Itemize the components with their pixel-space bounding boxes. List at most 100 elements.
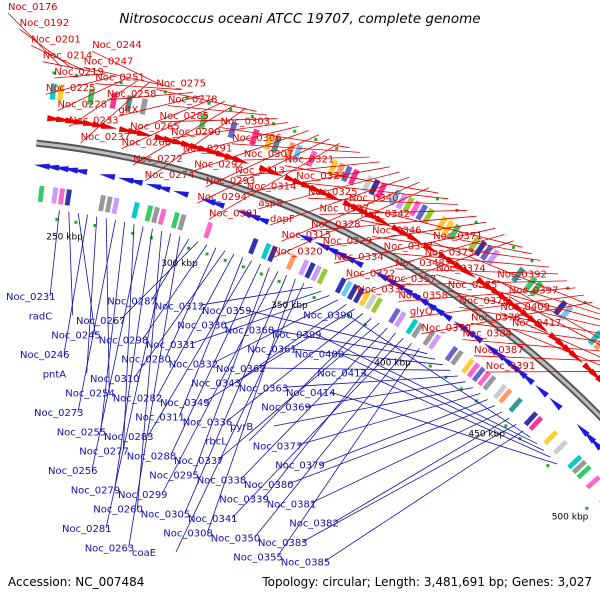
reverse-leader-line: [105, 233, 172, 529]
forward-leader-line: [319, 209, 468, 215]
rna-feature-mark: [436, 197, 439, 201]
reverse-gene-label: Noc_0413: [317, 369, 367, 380]
reverse-leader-line: [49, 210, 60, 297]
category-block-inner: [144, 205, 154, 222]
forward-leader-line: [357, 240, 514, 297]
reverse-gene-arrow: [589, 437, 600, 451]
category-block-outer: [57, 84, 65, 101]
forward-gene-label: Noc_0324: [296, 171, 346, 182]
category-block-inner: [405, 318, 419, 335]
reverse-gene-arrow: [549, 397, 563, 411]
category-block-inner: [304, 262, 316, 279]
reverse-leader-line: [133, 250, 226, 379]
reverse-gene-label: Noc_0255: [57, 427, 107, 438]
backbone-ring-inner: [36, 141, 600, 419]
reverse-leader-line: [245, 309, 428, 355]
category-block-inner: [98, 194, 106, 212]
forward-gene-arrow: [374, 215, 391, 227]
category-block-outer: [109, 92, 118, 109]
reverse-gene-label: Noc_0355: [233, 553, 283, 564]
reverse-leader-line: [189, 295, 330, 345]
forward-leader-line: [54, 73, 106, 79]
reverse-leader-line: [161, 271, 279, 495]
forward-leader-line: [432, 241, 600, 310]
map-title: Nitrosococcus oceani ATCC 19707, complet…: [119, 11, 480, 27]
reverse-gene-label: Noc_0246: [20, 350, 70, 361]
forward-leader-line: [436, 274, 600, 320]
category-block-inner: [260, 242, 272, 260]
rna-feature-mark: [444, 375, 448, 379]
reverse-leader-line: [192, 267, 270, 475]
reverse-gene-label: Noc_0311: [135, 413, 185, 424]
topology-label: Topology: circular; Length: 3,481,691 bp…: [261, 575, 592, 589]
category-block-outer: [587, 330, 600, 346]
reverse-gene-arrow: [99, 174, 116, 181]
reverse-leader-line: [310, 411, 503, 504]
forward-gene-label: Noc_0322: [346, 268, 396, 279]
kbp-tick-label: 500 kbp: [552, 513, 589, 523]
forward-gene-arrow: [422, 242, 439, 254]
rna-feature-mark: [185, 95, 189, 99]
forward-gene-label: Noc_0370: [422, 323, 472, 334]
rna-feature-mark: [52, 71, 56, 75]
reverse-gene-label: Noc_0263: [85, 543, 135, 554]
category-block-inner: [553, 439, 568, 455]
reverse-gene-arrow: [154, 186, 171, 193]
category-block-outer: [422, 207, 435, 225]
reverse-gene-label: Noc_0350: [211, 533, 261, 544]
reverse-gene-label: Noc_0330: [177, 321, 227, 332]
reverse-leader-line: [156, 253, 235, 398]
feature-rings: [34, 71, 600, 510]
reverse-gene-label: Noc_0260: [93, 505, 143, 516]
forward-leader-line: [383, 252, 550, 268]
reverse-leader-line: [77, 213, 96, 335]
category-block-inner: [471, 366, 486, 383]
category-block-outer: [375, 182, 388, 199]
reverse-gene-arrow: [373, 271, 389, 282]
forward-gene-label: Noc_0301: [209, 208, 259, 219]
forward-gene-label: Noc_0334: [334, 252, 384, 263]
reverse-leader-line: [206, 278, 296, 533]
category-block-outer: [368, 178, 381, 196]
forward-gene-label: Noc_0315: [282, 230, 332, 241]
reverse-gene-label: Noc_0245: [51, 331, 101, 342]
rna-feature-mark: [293, 129, 297, 133]
forward-leader-line: [322, 221, 487, 248]
rna-feature-mark: [163, 90, 167, 94]
category-block-inner: [157, 208, 167, 226]
forward-gene-label: Noc_0328: [311, 220, 361, 231]
rna-feature-mark: [504, 424, 508, 428]
forward-gene-label: Noc_0392: [497, 269, 547, 280]
forward-gene-label: Noc_0325: [308, 187, 358, 198]
forward-gene-arrow: [100, 122, 118, 129]
reverse-gene-label: Noc_0332: [169, 359, 219, 370]
forward-gene-label: Noc_0275: [156, 78, 206, 89]
category-block-outer: [593, 339, 600, 351]
reverse-leader-line: [296, 393, 481, 446]
forward-gene-label: Noc_0266: [122, 138, 172, 149]
forward-gene-label: Noc_0228: [58, 100, 108, 111]
reverse-gene-arrow: [381, 275, 397, 287]
category-block-inner: [310, 265, 322, 282]
reverse-leader-line: [268, 328, 436, 360]
forward-gene-label: Noc_0374: [436, 264, 486, 275]
forward-leader-line: [424, 257, 600, 315]
forward-gene-label: Noc_0214: [43, 51, 93, 62]
category-block-outer: [415, 204, 429, 221]
forward-leader-line: [106, 92, 193, 101]
reverse-gene-arrow: [331, 249, 348, 260]
forward-gene-label: Noc_0274: [145, 170, 195, 181]
forward-leader-line: [470, 322, 600, 342]
forward-gene-label: Noc_0290: [171, 127, 221, 138]
reverse-leader-line: [122, 224, 135, 451]
category-block-inner: [498, 388, 513, 404]
forward-leader-line: [485, 371, 600, 373]
reverse-leader-line: [170, 263, 261, 456]
reverse-gene-label: Noc_0283: [104, 432, 154, 443]
reverse-gene-label: Noc_0336: [183, 417, 233, 428]
forward-gene-label: Noc_0272: [133, 154, 183, 165]
forward-leader-line: [243, 156, 370, 161]
reverse-gene-label: Noc_0343: [191, 379, 241, 390]
reverse-leader-line: [347, 314, 531, 438]
reverse-gene-label: Noc_0277: [79, 447, 129, 458]
